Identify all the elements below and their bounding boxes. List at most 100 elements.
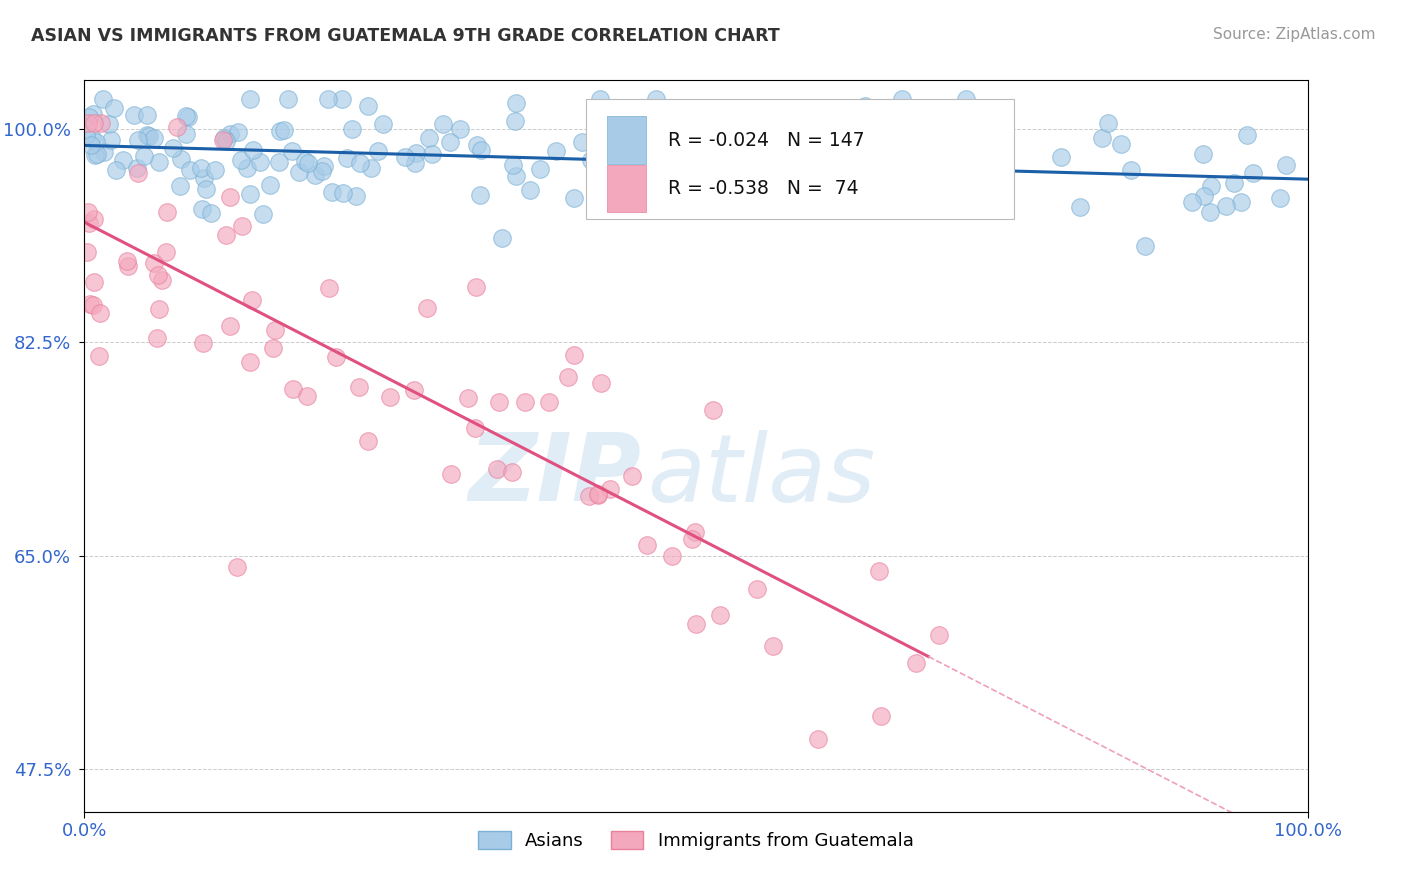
Point (432, 117, 454, 131)
Point (416, 301, 439, 315)
Point (360, 161, 382, 175)
Point (179, 162, 201, 177)
Point (405, 145, 427, 160)
Point (249, 154, 271, 169)
Point (316, 92, 339, 106)
Point (344, 188, 367, 202)
Point (212, 131, 235, 145)
Point (150, 273, 173, 287)
Point (204, 163, 226, 178)
Point (200, 206, 222, 220)
Point (297, 156, 319, 170)
Point (610, 137, 633, 152)
Point (562, 191, 585, 205)
Point (485, 462, 508, 476)
Point (571, 135, 593, 149)
Point (792, 155, 814, 169)
Point (394, 150, 416, 164)
Point (957, 169, 980, 184)
Point (586, 487, 609, 501)
Point (225, 560, 247, 574)
Point (440, 467, 463, 481)
Point (955, 92, 977, 106)
Point (84, 147, 107, 161)
Point (288, 165, 311, 179)
Point (219, 128, 242, 142)
Point (77, 205, 100, 219)
Point (439, 136, 461, 150)
Point (404, 156, 426, 170)
Point (340, 122, 363, 136)
Point (737, 168, 759, 182)
Point (661, 549, 683, 563)
Point (155, 245, 177, 260)
Point (215, 227, 238, 242)
Point (1223, 176, 1246, 190)
Point (803, 163, 825, 178)
Point (169, 178, 191, 193)
Point (636, 538, 658, 552)
Point (1268, 191, 1291, 205)
Point (538, 395, 561, 409)
Point (869, 564, 891, 578)
Point (76, 116, 98, 130)
Point (505, 95, 527, 110)
Point (928, 627, 950, 641)
Point (273, 123, 295, 137)
Point (90, 116, 112, 130)
FancyBboxPatch shape (606, 117, 645, 164)
Point (898, 140, 921, 154)
Point (138, 128, 160, 143)
Text: Source: ZipAtlas.com: Source: ZipAtlas.com (1212, 27, 1375, 42)
Point (127, 133, 149, 147)
Point (321, 185, 343, 199)
Point (464, 421, 486, 435)
Point (683, 525, 706, 540)
Point (318, 281, 340, 295)
Point (371, 117, 394, 131)
Point (335, 151, 357, 165)
Point (603, 136, 626, 151)
Point (1097, 115, 1119, 129)
Point (100, 133, 122, 147)
Point (162, 141, 184, 155)
Point (695, 173, 717, 187)
Point (283, 382, 305, 396)
Point (127, 161, 149, 175)
Point (103, 101, 125, 115)
Point (1192, 189, 1215, 203)
Point (84, 135, 107, 149)
Point (239, 92, 262, 106)
Point (83, 276, 105, 290)
Point (544, 144, 567, 158)
Point (330, 92, 353, 106)
Point (457, 391, 479, 405)
Point (262, 341, 284, 355)
Text: R = -0.024   N = 147: R = -0.024 N = 147 (668, 131, 865, 150)
Point (808, 189, 831, 203)
Point (727, 161, 749, 176)
Point (761, 182, 783, 196)
Point (619, 193, 641, 207)
Point (93, 145, 115, 160)
Point (1230, 195, 1253, 210)
Point (578, 489, 600, 503)
Point (624, 115, 647, 129)
Point (91, 92, 114, 106)
Point (82, 298, 104, 312)
Point (420, 147, 443, 161)
Point (870, 708, 893, 723)
Point (589, 376, 612, 391)
Point (76, 244, 98, 259)
Legend: Asians, Immigrants from Guatemala: Asians, Immigrants from Guatemala (471, 823, 921, 857)
Point (77, 215, 100, 229)
FancyBboxPatch shape (586, 99, 1014, 219)
Point (1241, 166, 1264, 180)
Point (112, 153, 135, 168)
Point (252, 207, 274, 221)
Text: R = -0.538   N =  74: R = -0.538 N = 74 (668, 179, 859, 198)
Point (1049, 150, 1071, 164)
Point (191, 202, 214, 216)
Point (105, 163, 128, 178)
Point (143, 256, 166, 270)
